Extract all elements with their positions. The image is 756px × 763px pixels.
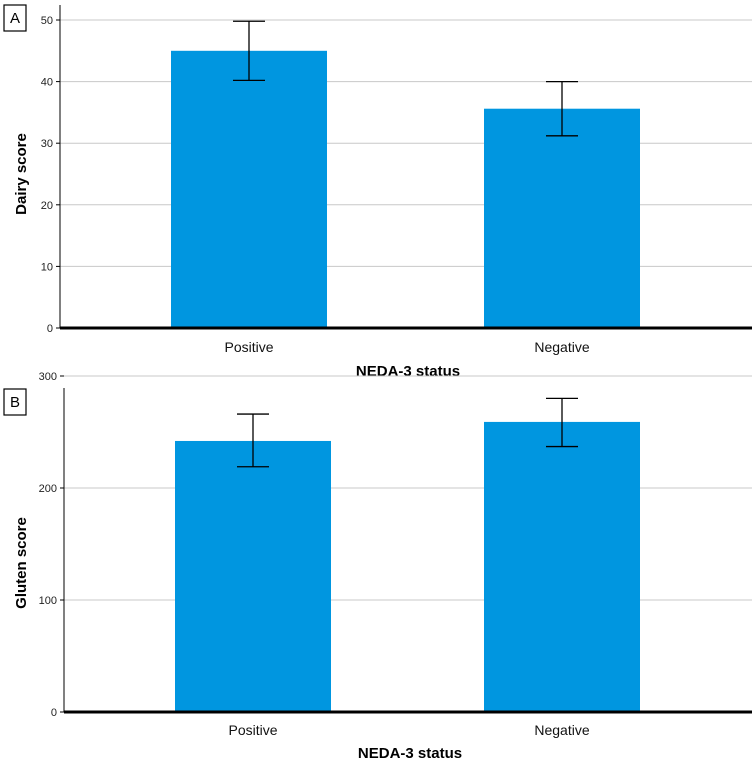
y-tick-labels: 0 10 20 30 40 50: [41, 15, 53, 335]
y-tick-label: 0: [51, 707, 57, 719]
x-tick-label-positive: Positive: [224, 339, 273, 355]
bars: [175, 421, 640, 712]
x-tick-label-negative: Negative: [534, 722, 589, 738]
error-bars: [233, 20, 578, 137]
y-tick-label: 10: [41, 261, 53, 273]
x-tick-labels: Positive Negative: [224, 339, 589, 355]
panel-b: B 0 100 200 300 Positive Negative NEDA-3 sta…: [3, 371, 752, 762]
y-tick-label: 30: [41, 138, 53, 150]
axes: [56, 5, 752, 330]
x-axis-title: NEDA-3 status: [358, 745, 462, 762]
y-tick-labels: 0 100 200 300: [39, 371, 57, 719]
y-tick-label: 300: [39, 371, 57, 383]
gridlines: [60, 19, 752, 267]
x-tick-label-negative: Negative: [534, 339, 589, 355]
panel-label-box: [3, 388, 27, 416]
y-tick-label: 50: [41, 15, 53, 27]
y-axis-title: Dairy score: [13, 133, 30, 215]
axes: [60, 375, 752, 714]
y-tick-label: 100: [39, 595, 57, 607]
x-tick-labels: Positive Negative: [228, 722, 589, 738]
panel-label: B: [10, 394, 20, 411]
panel-a: A 0 10 20 30 40 50 Positive Negative NEDA-3 st…: [3, 4, 752, 380]
y-tick-label: 40: [41, 77, 53, 89]
y-tick-label: 0: [47, 323, 53, 335]
y-tick-label: 200: [39, 483, 57, 495]
panel-label: A: [10, 10, 20, 27]
y-tick-label: 20: [41, 200, 53, 212]
bar-positive: [171, 50, 327, 329]
y-axis-title: Gluten score: [13, 517, 30, 609]
x-axis-title: NEDA-3 status: [356, 363, 460, 380]
bars: [171, 50, 640, 329]
panel-label-box: [3, 4, 27, 32]
bar-negative: [484, 421, 640, 712]
x-tick-label-positive: Positive: [228, 722, 277, 738]
error-bars: [237, 397, 578, 468]
gridlines: [64, 375, 752, 601]
bar-positive: [175, 440, 331, 712]
bar-negative: [484, 108, 640, 328]
